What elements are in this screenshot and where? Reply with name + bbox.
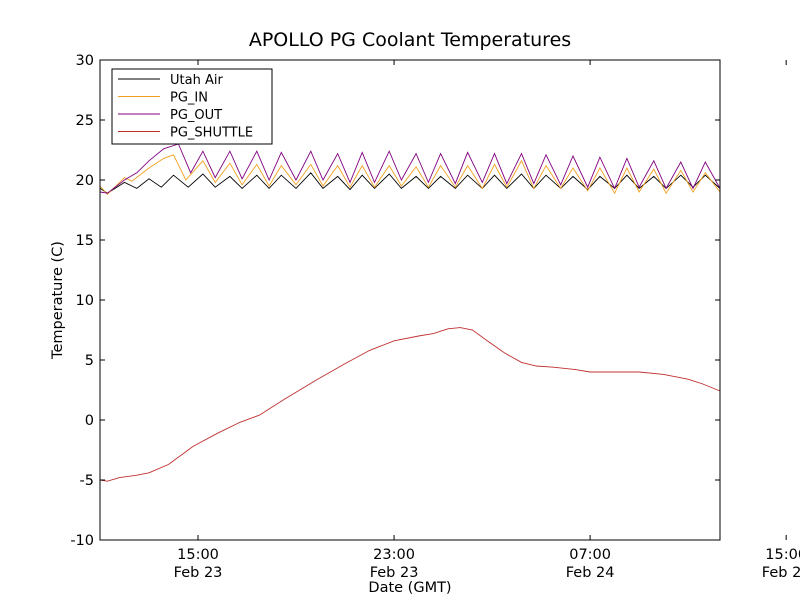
x-tick-label-date: Feb 23 <box>174 565 223 581</box>
x-axis-title: Date (GMT) <box>368 580 451 596</box>
y-tick-label: -10 <box>70 533 94 549</box>
series-line-pg-in <box>100 154 720 196</box>
y-tick-label: 0 <box>85 413 94 429</box>
x-tick-label-time: 23:00 <box>373 547 415 563</box>
legend-label: PG_OUT <box>170 108 222 123</box>
x-tick-label-date: Feb 24 <box>762 565 800 581</box>
series-line-utah-air <box>100 172 720 194</box>
legend-label: PG_IN <box>170 91 208 106</box>
y-tick-label: 20 <box>76 173 94 189</box>
x-tick-label-time: 15:00 <box>177 547 219 563</box>
y-tick-label: 15 <box>76 233 94 249</box>
y-tick-label: 10 <box>76 293 94 309</box>
legend-label: PG_SHUTTLE <box>170 126 253 141</box>
y-axis: -10 -5 0 5 10 15 20 25 30 <box>70 53 720 549</box>
x-tick-label-time: 07:00 <box>569 547 611 563</box>
y-tick-label: 25 <box>76 113 94 129</box>
y-axis-title: Temperature (C) <box>50 241 66 360</box>
y-tick-label: 5 <box>85 353 94 369</box>
x-tick-label-date: Feb 23 <box>370 565 419 581</box>
y-tick-label: 30 <box>76 53 94 69</box>
legend-label: Utah Air <box>170 73 223 88</box>
legend: Utah Air PG_IN PG_OUT PG_SHUTTLE <box>111 68 273 145</box>
series-line-pg-shuttle <box>100 327 720 482</box>
series-layer <box>100 143 720 482</box>
x-tick-label-time: 15:00 <box>765 547 800 563</box>
x-axis: 15:00 Feb 23 23:00 Feb 23 07:00 Feb 24 15:00 Fe… <box>174 60 800 581</box>
y-tick-label: -5 <box>80 473 94 489</box>
x-tick-label-date: Feb 24 <box>566 565 615 581</box>
chart-title: APOLLO PG Coolant Temperatures <box>249 29 571 51</box>
series-line-pg-out <box>100 143 720 194</box>
